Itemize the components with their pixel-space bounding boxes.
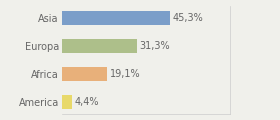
Text: 45,3%: 45,3% [173,13,204,23]
Bar [62,11,170,25]
Bar [62,67,108,81]
Bar [62,95,72,109]
Text: 4,4%: 4,4% [74,97,99,107]
Text: 31,3%: 31,3% [139,41,170,51]
Bar [62,39,137,53]
Text: 19,1%: 19,1% [110,69,141,79]
